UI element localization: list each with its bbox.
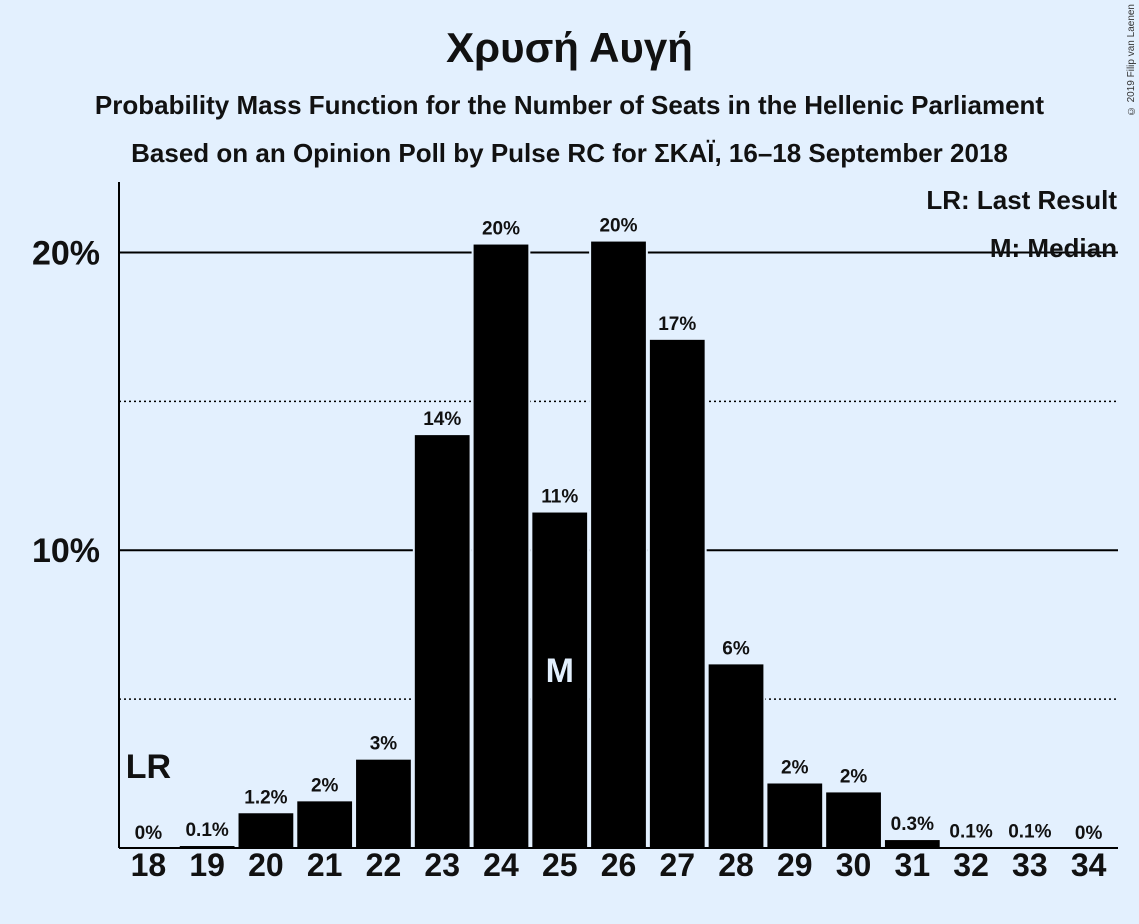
value-label-33: 0.1%: [1008, 822, 1051, 843]
value-label-23: 14%: [423, 409, 461, 430]
chart-title: Χρυσή Αυγή: [446, 24, 693, 71]
value-label-28: 6%: [722, 638, 750, 659]
bar-28: [706, 662, 766, 849]
value-label-26: 20%: [599, 216, 637, 237]
x-tick-label-25: 25: [542, 847, 578, 883]
value-label-29: 2%: [781, 757, 809, 778]
value-label-34: 0%: [1075, 823, 1103, 844]
bar-27: [647, 337, 707, 849]
x-tick-label-18: 18: [131, 847, 167, 883]
value-label-24: 20%: [482, 219, 520, 240]
x-tick-label-22: 22: [366, 847, 402, 883]
bar-21: [295, 799, 355, 850]
bar-22: [354, 757, 413, 850]
x-tick-label-34: 34: [1071, 847, 1107, 883]
value-label-31: 0.3%: [891, 814, 934, 835]
bar-23: [412, 433, 472, 849]
labels: 10% 20% 0% 18 0.1% 19 1.2% 20 2% 21 3% 22 14% 23 20% 24…: [32, 216, 1107, 883]
x-tick-label-23: 23: [424, 847, 460, 883]
y-tick-label: 10%: [32, 532, 100, 570]
last-result-marker: LR: [126, 748, 171, 786]
x-tick-label-28: 28: [718, 847, 754, 883]
bar-30: [824, 790, 883, 850]
bars: [177, 239, 1060, 850]
x-tick-label-27: 27: [659, 847, 695, 883]
x-tick-label-29: 29: [777, 847, 813, 883]
x-tick-label-21: 21: [307, 847, 343, 883]
bar-24: [471, 242, 531, 849]
value-label-18: 0%: [135, 823, 163, 844]
value-label-21: 2%: [311, 775, 339, 796]
legend-last-result: LR: Last Result: [926, 185, 1117, 215]
y-tick-label: 20%: [32, 234, 100, 272]
chart-subtitle-2: Based on an Opinion Poll by Pulse RC for…: [131, 138, 1008, 168]
median-marker: M: [546, 652, 574, 690]
x-tick-label-30: 30: [836, 847, 872, 883]
bar-20: [236, 811, 296, 849]
x-tick-label-33: 33: [1012, 847, 1048, 883]
value-label-32: 0.1%: [949, 822, 992, 843]
value-label-19: 0.1%: [185, 820, 228, 841]
value-label-25: 11%: [541, 487, 578, 508]
x-tick-label-26: 26: [601, 847, 637, 883]
x-tick-label-20: 20: [248, 847, 284, 883]
value-label-20: 1.2%: [244, 787, 287, 808]
value-label-22: 3%: [370, 734, 398, 755]
chart-subtitle-1: Probability Mass Function for the Number…: [94, 90, 1045, 120]
x-tick-label-31: 31: [895, 847, 931, 883]
value-label-30: 2%: [840, 766, 868, 787]
x-tick-label-24: 24: [483, 847, 519, 883]
value-label-27: 17%: [658, 314, 696, 335]
bar-26: [589, 239, 648, 850]
bar-29: [765, 781, 825, 850]
legend-median: M: Median: [990, 233, 1117, 263]
x-tick-label-19: 19: [189, 847, 225, 883]
x-tick-label-32: 32: [953, 847, 989, 883]
